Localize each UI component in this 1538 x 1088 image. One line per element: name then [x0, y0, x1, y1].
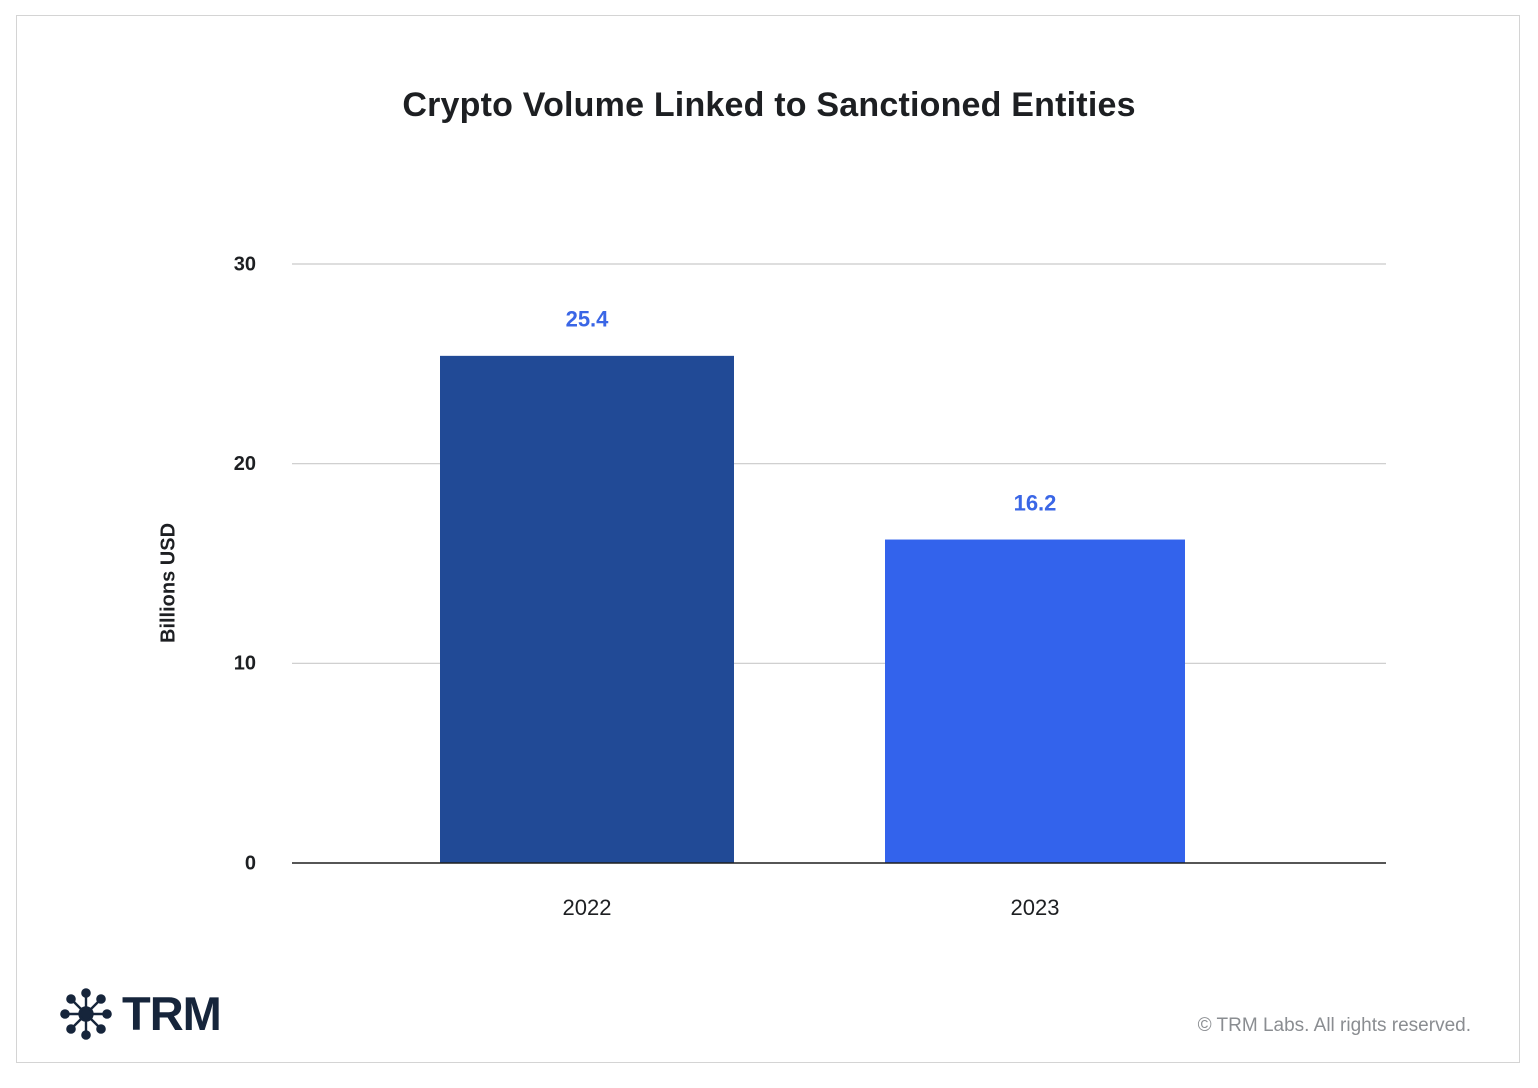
x-tick-label: 2023 — [1011, 895, 1060, 920]
chart-frame — [16, 15, 1520, 1063]
axes: 0 10 20 30 2022 2023 Billions USD — [157, 253, 1386, 920]
y-tick-label: 20 — [234, 453, 256, 475]
chart-title: Crypto Volume Linked to Sanctioned Entit… — [402, 86, 1136, 124]
copyright-notice: © TRM Labs. All rights reserved. — [1197, 1015, 1471, 1036]
data-label: 25.4 — [566, 307, 610, 332]
bars — [440, 355, 1185, 863]
y-tick-label: 10 — [234, 653, 256, 675]
logo-text: TRM — [122, 987, 222, 1040]
data-labels: 25.4 16.2 — [566, 307, 1057, 516]
trm-logo: TRM — [60, 987, 222, 1040]
x-tick-label: 2022 — [563, 895, 612, 920]
bar-2022 — [440, 355, 734, 863]
y-tick-label: 0 — [245, 852, 256, 874]
y-tick-label: 30 — [234, 253, 256, 275]
bar-2023 — [885, 539, 1185, 863]
y-axis-label: Billions USD — [157, 523, 179, 643]
network-node-icon — [60, 988, 112, 1040]
data-label: 16.2 — [1014, 490, 1057, 515]
